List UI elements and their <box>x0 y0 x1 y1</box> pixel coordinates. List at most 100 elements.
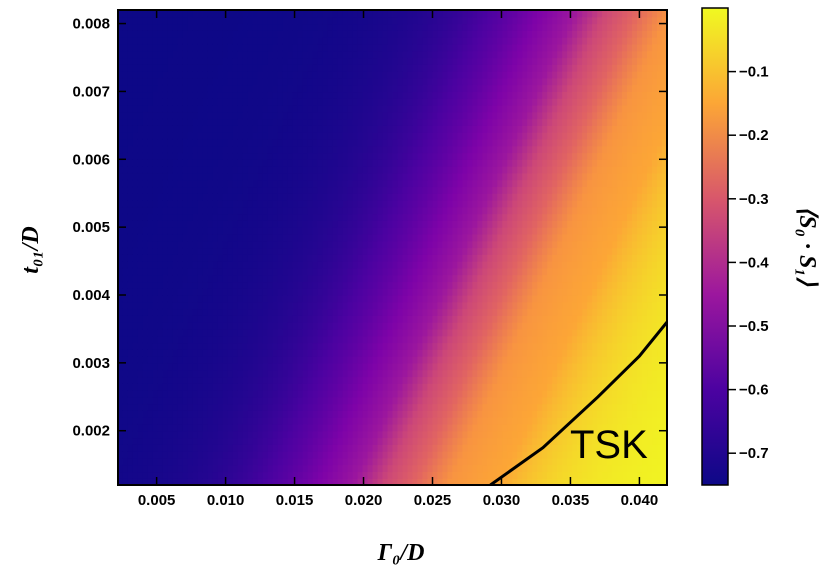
heatmap-cell <box>387 37 394 45</box>
heatmap-cell <box>272 145 279 154</box>
heatmap-cell <box>432 233 439 242</box>
heatmap-cell <box>247 430 254 439</box>
heatmap-cell <box>187 349 194 357</box>
heatmap-cell <box>447 362 453 371</box>
heatmap-cell <box>207 247 214 255</box>
heatmap-cell <box>372 138 379 147</box>
heatmap-cell <box>282 105 289 113</box>
heatmap-cell <box>247 315 254 323</box>
heatmap-cell <box>132 396 139 405</box>
heatmap-cell <box>442 295 448 303</box>
heatmap-cell <box>357 57 364 65</box>
heatmap-cell <box>192 396 199 405</box>
heatmap-cell <box>317 64 324 72</box>
heatmap-cell <box>232 138 239 147</box>
heatmap-cell <box>122 132 129 140</box>
heatmap-cell <box>192 281 199 289</box>
heatmap-cell <box>277 295 284 303</box>
heatmap-cell <box>142 23 149 31</box>
heatmap-cell <box>322 267 329 276</box>
heatmap-cell <box>162 301 169 310</box>
heatmap-cell <box>312 132 319 140</box>
heatmap-cell <box>152 328 159 337</box>
heatmap-cell <box>432 64 439 72</box>
heatmap-cell <box>262 30 269 38</box>
heatmap-cell <box>217 118 224 126</box>
heatmap-cell <box>387 166 394 174</box>
heatmap-cell <box>397 125 404 133</box>
heatmap-cell <box>182 111 189 120</box>
heatmap-cell <box>417 451 424 459</box>
heatmap-cell <box>457 105 463 113</box>
heatmap-cell <box>282 84 289 93</box>
heatmap-cell <box>347 444 354 452</box>
heatmap-cell <box>127 10 134 18</box>
heatmap-cell <box>307 57 314 65</box>
heatmap-cell <box>457 200 463 208</box>
heatmap-cell <box>437 186 444 194</box>
heatmap-cell <box>118 288 124 296</box>
heatmap-cell <box>217 105 224 113</box>
heatmap-cell <box>152 247 159 255</box>
heatmap-cell <box>322 64 329 72</box>
heatmap-cell <box>172 362 179 371</box>
heatmap-cell <box>172 261 179 269</box>
heatmap-cell <box>217 179 224 188</box>
heatmap-cell <box>237 125 244 133</box>
heatmap-cell <box>382 105 389 113</box>
heatmap-cell <box>217 220 224 228</box>
heatmap-cell <box>192 315 199 323</box>
heatmap-cell <box>247 227 254 235</box>
heatmap-cell <box>207 267 214 276</box>
heatmap-cell <box>292 166 299 174</box>
heatmap-cell <box>212 464 219 473</box>
heatmap-cell <box>427 71 434 79</box>
heatmap-cell <box>352 457 359 466</box>
heatmap-cell <box>422 125 429 133</box>
heatmap-cell <box>457 396 463 405</box>
heatmap-cell <box>417 206 424 215</box>
heatmap-cell <box>372 471 379 479</box>
heatmap-cell <box>377 200 384 208</box>
heatmap-cell <box>317 118 324 126</box>
heatmap-cell <box>212 172 219 181</box>
heatmap-cell <box>282 125 289 133</box>
heatmap-cell <box>347 91 354 99</box>
heatmap-cell <box>262 37 269 45</box>
heatmap-cell <box>137 267 144 276</box>
heatmap-cell <box>242 193 249 201</box>
heatmap-cell <box>412 267 419 276</box>
heatmap-cell <box>137 240 144 249</box>
heatmap-cell <box>347 227 354 235</box>
heatmap-cell <box>467 105 473 113</box>
heatmap-cell <box>167 410 174 418</box>
heatmap-cell <box>347 328 354 337</box>
heatmap-cell <box>322 125 329 133</box>
heatmap-cell <box>192 193 199 201</box>
heatmap-cell <box>207 186 214 194</box>
heatmap-cell <box>352 396 359 405</box>
heatmap-cell <box>322 138 329 147</box>
heatmap-cell <box>122 179 129 188</box>
heatmap-cell <box>262 145 269 154</box>
heatmap-cell <box>457 111 463 120</box>
heatmap-cell <box>212 437 219 445</box>
heatmap-cell <box>302 423 309 432</box>
heatmap-cell <box>372 145 379 154</box>
heatmap-cell <box>347 356 354 364</box>
heatmap-cell <box>167 50 174 59</box>
heatmap-cell <box>207 91 214 99</box>
heatmap-cell <box>317 166 324 174</box>
heatmap-cell <box>387 254 394 262</box>
heatmap-cell <box>392 403 399 411</box>
heatmap-cell <box>382 16 389 25</box>
heatmap-cell <box>417 261 424 269</box>
heatmap-cell <box>312 220 319 228</box>
heatmap-cell <box>202 288 209 296</box>
heatmap-cell <box>157 471 164 479</box>
heatmap-cell <box>142 57 149 65</box>
heatmap-cell <box>197 23 204 31</box>
heatmap-cell <box>227 240 234 249</box>
heatmap-cell <box>147 322 154 330</box>
heatmap-cell <box>382 98 389 106</box>
